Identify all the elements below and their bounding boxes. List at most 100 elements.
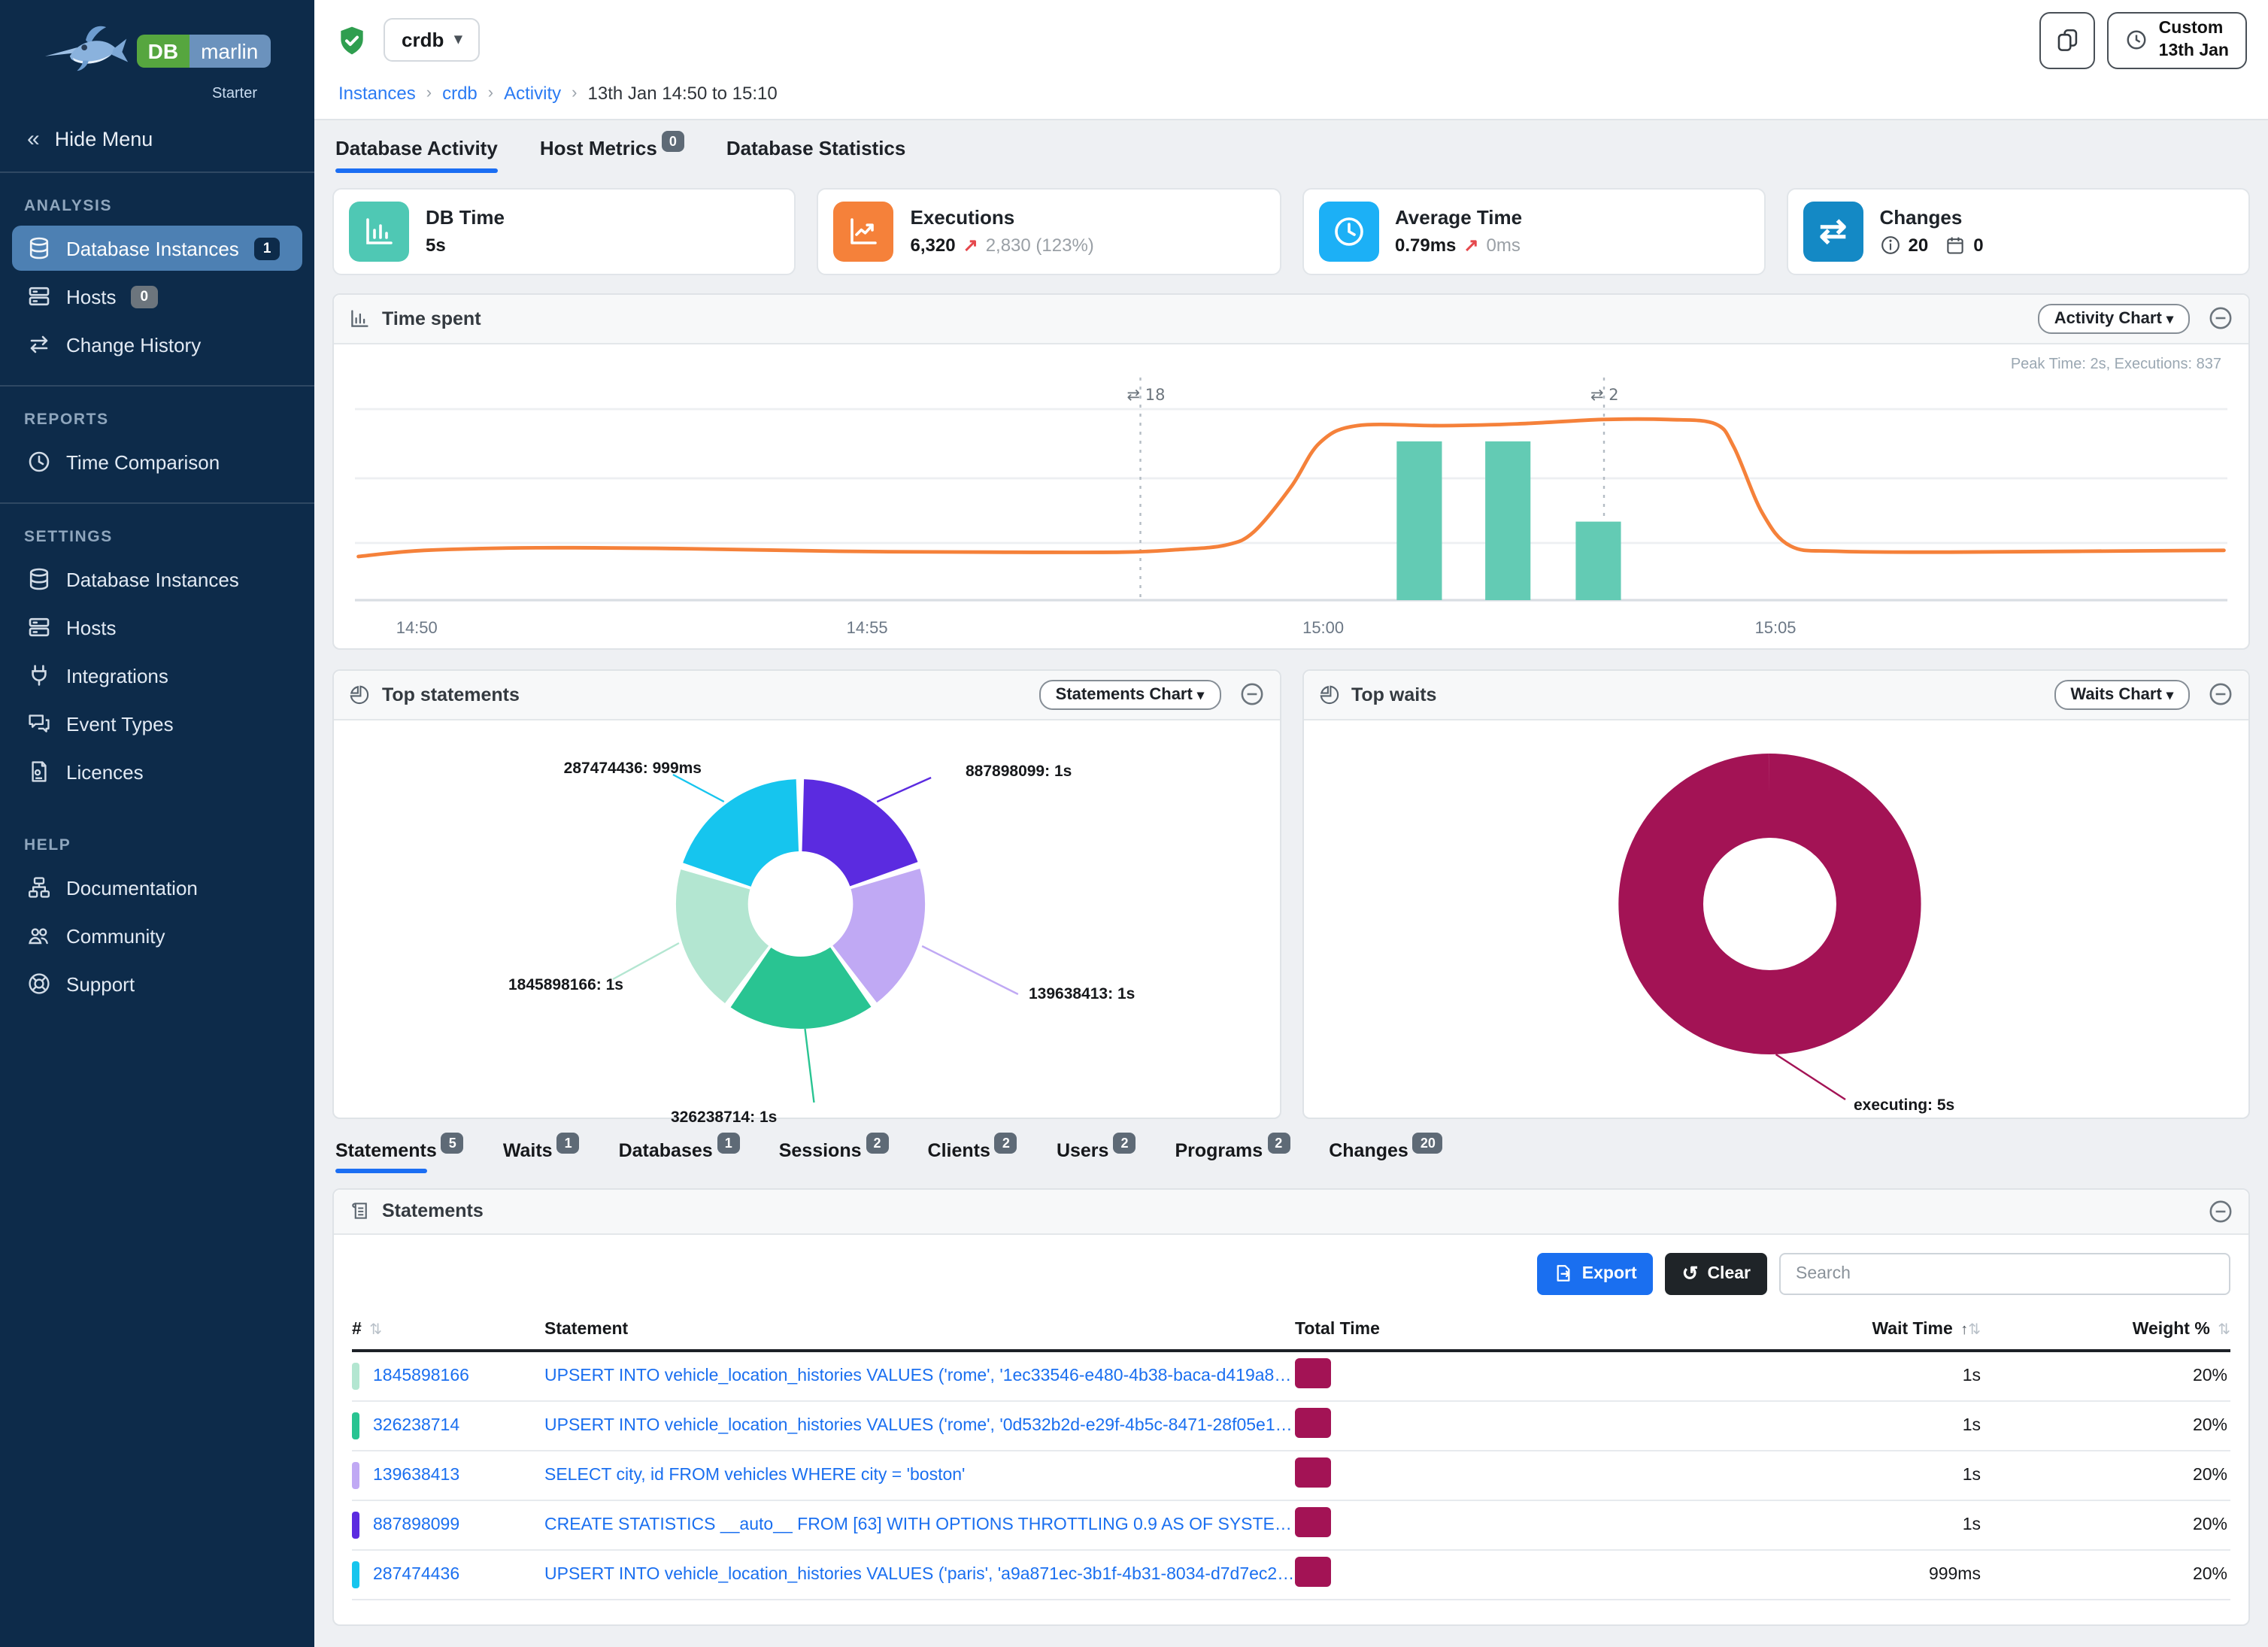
wait-time-value: 1s [1962, 1466, 1981, 1485]
sidebar-item-documentation[interactable]: Documentation [12, 865, 302, 910]
tab-database-statistics[interactable]: Database Statistics [726, 136, 906, 159]
statement-sql-link[interactable]: SELECT city, id FROM vehicles WHERE city… [544, 1466, 966, 1485]
donut-segment-1845898166[interactable] [675, 778, 926, 1029]
sidebar-item-integrations[interactable]: Integrations [12, 653, 302, 698]
collapse-panel-icon[interactable] [2208, 306, 2233, 332]
time-range-button[interactable]: Custom 13th Jan [2107, 12, 2247, 69]
card-executions: Executions 6,320 ↗ 2,830 (123%) [817, 187, 1281, 275]
statement-id-link[interactable]: 1845898166 [373, 1366, 469, 1385]
tab-host-metrics[interactable]: Host Metrics 0 [540, 130, 684, 173]
changes-info-count: 20 [1908, 235, 1929, 256]
export-button[interactable]: Export [1536, 1252, 1654, 1295]
sidebar-nav: ANALYSIS Database Instances 1 Hosts 0 Change … [0, 173, 314, 1009]
statement-id-link[interactable]: 139638413 [373, 1466, 460, 1485]
activity-chart-dropdown[interactable]: Activity Chart ▾ [2037, 303, 2190, 334]
panel-title: Top waits [1351, 684, 1437, 705]
sidebar-section-title: SETTINGS [24, 528, 113, 546]
donut-segment-326238714[interactable] [675, 778, 926, 1029]
sidebar-item-label: Database Instances [66, 568, 239, 590]
collapse-panel-icon[interactable] [1239, 682, 1264, 708]
statement-id-link[interactable]: 287474436 [373, 1565, 460, 1584]
col-header-weight[interactable]: Weight % ⇅ [2132, 1320, 2230, 1339]
clock-icon [2127, 31, 2147, 50]
sort-icon: ↑⇅ [1960, 1321, 1981, 1339]
time-spent-panel: Time spent Activity Chart ▾ Peak Time: 2… [332, 293, 2250, 650]
sidebar-item-event-types[interactable]: Event Types [12, 701, 302, 746]
activity-chart[interactable]: ⇄ 18 ⇄ 2 14:50 14:55 15:00 15:05 [349, 359, 2233, 648]
svg-text:15:05: 15:05 [1755, 618, 1797, 637]
tab-users[interactable]: Users 2 [1057, 1132, 1136, 1173]
tab-database-activity[interactable]: Database Activity [335, 132, 498, 173]
statement-color-chip [352, 1412, 359, 1439]
instance-selector-button[interactable]: crdb ▾ [384, 18, 481, 62]
svg-text:⇄ 2: ⇄ 2 [1590, 386, 1619, 404]
col-header-wait-time[interactable]: Wait Time ↑⇅ [1872, 1320, 1981, 1339]
breadcrumb: Instances › crdb › Activity › 13th Jan 14:50 t… [335, 69, 2247, 119]
tab-databases[interactable]: Databases 1 [619, 1132, 740, 1173]
statement-sql-link[interactable]: CREATE STATISTICS __auto__ FROM [63] WIT… [544, 1515, 1295, 1534]
sidebar-item-change-history[interactable]: Change History [12, 322, 302, 367]
table-body: 1845898166 UPSERT INTO vehicle_location_h… [352, 1352, 2230, 1600]
tab-clients[interactable]: Clients 2 [928, 1132, 1017, 1173]
svg-text:15:00: 15:00 [1302, 618, 1344, 637]
sidebar-item-licences[interactable]: Licences [12, 749, 302, 794]
card-title: Changes [1879, 206, 1963, 229]
statements-donut-chart[interactable]: 887898099: 1s 139638413: 1s 326238714: 1s 1… [334, 720, 1279, 1127]
donut-segment-executing[interactable] [1618, 753, 1921, 1054]
wait-time-value: 999ms [1928, 1565, 1981, 1584]
statement-id-link[interactable]: 326238714 [373, 1416, 460, 1435]
sidebar-item-support[interactable]: Support [12, 961, 302, 1006]
statement-sql-link[interactable]: UPSERT INTO vehicle_location_histories V… [544, 1565, 1295, 1584]
caret-down-icon: ▾ [2166, 687, 2173, 702]
hide-menu-button[interactable]: « Hide Menu [0, 105, 314, 171]
search-input[interactable] [1779, 1252, 2230, 1295]
sidebar-item-label: Event Types [66, 712, 174, 735]
sidebar-item-community[interactable]: Community [12, 913, 302, 958]
collapse-panel-icon[interactable] [2208, 682, 2233, 708]
tab-waits[interactable]: Waits 1 [503, 1132, 580, 1173]
waits-chart-dropdown[interactable]: Waits Chart ▾ [2054, 679, 2190, 710]
panel-title: Top statements [382, 684, 520, 705]
total-time-bar [1295, 1358, 1331, 1389]
copy-icon [2058, 29, 2078, 52]
sidebar-item-database-instances[interactable]: Database Instances 1 [12, 226, 302, 271]
tab-badge: 5 [441, 1132, 464, 1154]
breadcrumb-link[interactable]: Activity [504, 82, 562, 104]
top-waits-panel: Top waits Waits Chart ▾ executing: 5 [1302, 669, 2250, 1119]
statement-list-icon [349, 1201, 370, 1222]
col-header-statement[interactable]: Statement [544, 1320, 629, 1339]
breadcrumb-link[interactable]: Instances [338, 82, 416, 104]
sidebar-item-label: Hosts [66, 616, 117, 638]
statement-sql-link[interactable]: UPSERT INTO vehicle_location_histories V… [544, 1416, 1295, 1435]
sidebar-item-database-instances[interactable]: Database Instances [12, 557, 302, 602]
peak-note: Peak Time: 2s, Executions: 837 [2010, 356, 2221, 373]
col-header-total-time[interactable]: Total Time [1295, 1320, 1380, 1339]
statement-sql-link[interactable]: UPSERT INTO vehicle_location_histories V… [544, 1366, 1295, 1385]
sidebar-section-title: ANALYSIS [24, 197, 113, 215]
tab-sessions[interactable]: Sessions 2 [779, 1132, 889, 1173]
sidebar-item-label: Documentation [66, 876, 198, 899]
statement-color-chip [352, 1561, 359, 1588]
donut-segment-139638413[interactable] [675, 778, 926, 1029]
label-leader-line [804, 1028, 815, 1103]
tab-programs[interactable]: Programs 2 [1175, 1132, 1290, 1173]
statements-chart-dropdown[interactable]: Statements Chart ▾ [1038, 679, 1220, 710]
table-toolbar: Export ↺ Clear [334, 1235, 2248, 1309]
card-db-time: DB Time 5s [332, 187, 796, 275]
table-row: 887898099 CREATE STATISTICS __auto__ FROM… [352, 1501, 2230, 1551]
sidebar-item-hosts[interactable]: Hosts [12, 605, 302, 650]
sidebar-item-hosts[interactable]: Hosts 0 [12, 274, 302, 319]
tab-statements[interactable]: Statements 5 [335, 1132, 464, 1173]
sidebar-item-time-comparison[interactable]: Time Comparison [12, 439, 302, 484]
collapse-panel-icon[interactable] [2208, 1199, 2233, 1224]
waits-donut-chart[interactable]: executing: 5s [1303, 720, 2248, 1118]
statement-color-chip [352, 1362, 359, 1390]
copy-link-button[interactable] [2039, 12, 2096, 69]
clear-button[interactable]: ↺ Clear [1665, 1252, 1767, 1295]
sidebar-item-label: Hosts [66, 285, 117, 308]
col-header-id[interactable]: # ⇅ [352, 1320, 382, 1339]
breadcrumb-link[interactable]: crdb [442, 82, 478, 104]
sidebar-divider [0, 171, 314, 173]
tab-changes[interactable]: Changes 20 [1329, 1132, 1443, 1173]
statement-id-link[interactable]: 887898099 [373, 1515, 460, 1534]
